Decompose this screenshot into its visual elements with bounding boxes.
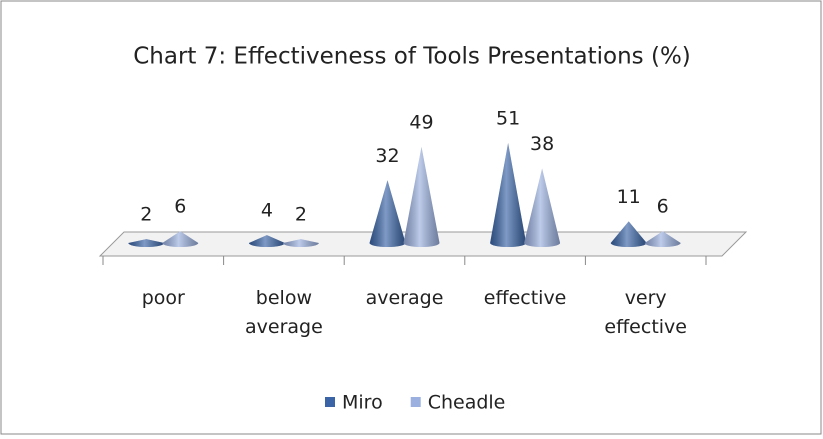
x-tick-label-line: average <box>245 316 323 338</box>
cone-shade <box>248 235 285 247</box>
cone-shade <box>369 180 406 247</box>
data-label: 6 <box>174 196 186 218</box>
cone <box>369 180 406 247</box>
cone-shade <box>282 239 319 247</box>
x-tick-label: below average <box>245 287 323 338</box>
cone-shade <box>524 168 561 247</box>
data-label: 4 <box>261 200 273 222</box>
cone <box>490 143 527 247</box>
cone <box>524 168 561 247</box>
data-label: 11 <box>617 186 641 208</box>
x-tick-label-line: effective <box>484 287 567 309</box>
x-tick-label-line: poor <box>142 287 185 309</box>
data-label: 32 <box>375 145 399 167</box>
x-tick-label-line: very <box>625 287 667 309</box>
cone-shade <box>162 231 199 247</box>
cone-shade <box>644 231 681 247</box>
cone-shade <box>490 143 527 247</box>
x-tick-label: average <box>366 287 444 309</box>
cone-shade <box>403 146 440 247</box>
cone <box>248 235 285 247</box>
cone <box>610 221 647 247</box>
data-label: 6 <box>657 196 669 218</box>
x-tick-label-line: below <box>256 287 312 309</box>
chart-title: Chart 7: Effectiveness of Tools Presenta… <box>133 44 691 70</box>
legend-label: Cheadle <box>428 392 506 414</box>
cone-shade <box>128 239 165 247</box>
x-tick-label: very effective <box>604 287 687 338</box>
cone <box>644 231 681 247</box>
cone <box>128 239 165 247</box>
x-tick-label-line: average <box>366 287 444 309</box>
data-label: 2 <box>140 204 152 226</box>
data-label: 38 <box>530 133 554 155</box>
x-tick-label: poor <box>142 287 185 309</box>
data-label: 49 <box>409 111 433 133</box>
legend-swatch <box>325 397 335 407</box>
x-tick-label: effective <box>484 287 567 309</box>
cone <box>282 239 319 247</box>
cone <box>162 231 199 247</box>
legend-label: Miro <box>342 392 383 414</box>
data-label: 2 <box>295 204 307 226</box>
x-tick-label-line: effective <box>604 316 687 338</box>
legend-swatch <box>410 397 421 407</box>
cone-shade <box>610 221 647 247</box>
data-label: 51 <box>496 108 520 130</box>
cone <box>403 146 440 247</box>
